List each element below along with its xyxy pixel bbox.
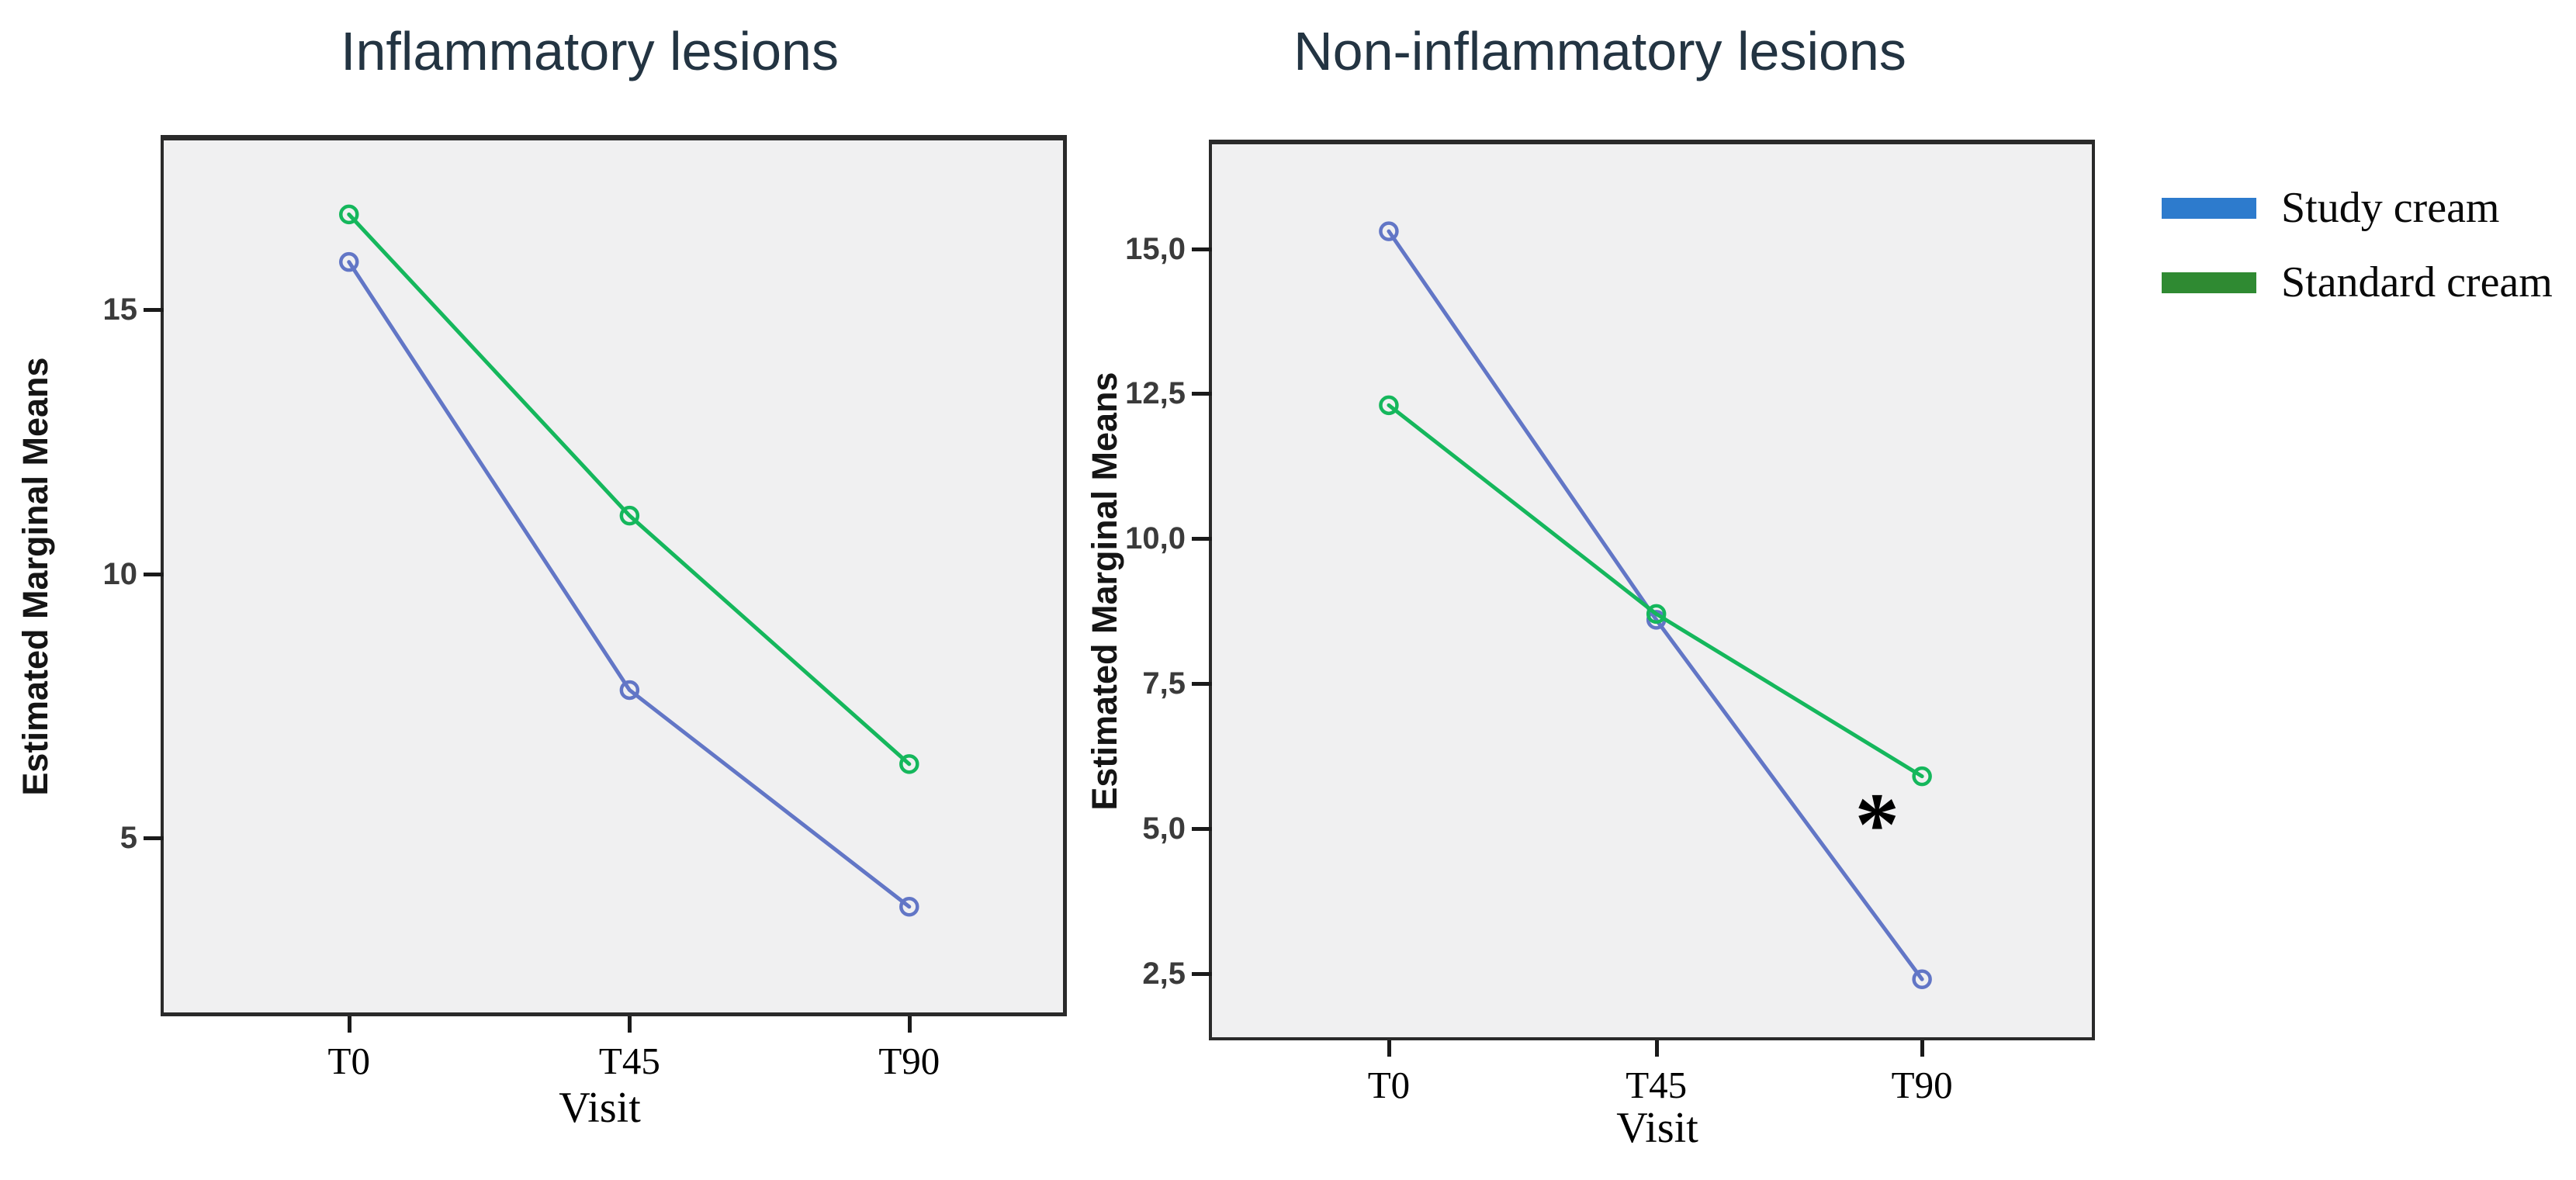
x-tick-label-t0: T0 [1367,1064,1411,1106]
x-tick-label-t45: T45 [598,1040,660,1082]
x-tick-label-t90: T90 [878,1040,940,1082]
x-tick-mark [347,1016,351,1033]
legend-label-standard-cream: Standard cream [2281,258,2553,306]
chart-title: Inflammatory lesions [341,21,839,81]
y-tick-label: 10 [102,556,138,591]
chart-title: Non-inflammatory lesions [1293,21,1906,81]
series-line-study-cream [347,260,912,909]
x-tick-label-t90: T90 [1891,1064,1953,1106]
data-point-marker-standard-cream-t45 [619,505,640,526]
x-tick-mark [907,1016,912,1033]
y-tick-mark [1192,826,1212,831]
data-point-marker-standard-cream-t0 [339,204,359,225]
x-tick-mark [1920,1040,1925,1057]
data-point-marker-study-cream-t45 [619,680,640,701]
y-axis-title: Estimated Marginal Means [1085,372,1124,811]
y-tick-label: 15 [102,292,138,327]
x-tick-mark [1387,1040,1391,1057]
x-tick-label-t0: T0 [327,1040,370,1082]
x-tick-mark [1654,1040,1659,1057]
data-point-marker-study-cream-t90 [1912,969,1932,990]
y-tick-mark [1192,247,1212,251]
series-line-study-cream [1387,229,1924,981]
y-tick-mark [1192,392,1212,396]
x-tick-mark [628,1016,632,1033]
y-tick-mark [1192,971,1212,976]
x-axis-title: Visit [1616,1104,1698,1152]
data-point-marker-study-cream-t90 [899,897,919,917]
series-line-standard-cream [1387,403,1924,779]
y-tick-label: 5 [119,821,137,856]
data-point-marker-standard-cream-t45 [1646,604,1667,625]
y-tick-label: 2,5 [1142,956,1186,991]
significance-asterisk: * [1854,774,1900,874]
y-tick-mark [144,836,164,841]
x-axis-title: Visit [559,1084,641,1132]
y-tick-label: 15,0 [1125,231,1186,266]
legend-label-study-cream: Study cream [2281,184,2500,232]
y-tick-label: 7,5 [1142,666,1186,701]
legend-swatch-study-cream [2162,197,2256,219]
data-point-marker-study-cream-t0 [1379,221,1399,241]
plot-area [1209,140,2095,1040]
y-tick-label: 12,5 [1125,376,1186,411]
series-canvas [339,204,919,917]
y-tick-mark [144,572,164,576]
series-line-standard-cream [347,212,912,766]
data-point-marker-standard-cream-t90 [899,754,919,774]
data-point-marker-study-cream-t0 [339,251,359,272]
y-tick-mark [1192,537,1212,542]
x-tick-label-t45: T45 [1626,1064,1688,1106]
y-tick-mark [144,307,164,312]
y-tick-label: 5,0 [1142,811,1186,846]
data-point-marker-standard-cream-t0 [1379,395,1399,416]
data-point-marker-standard-cream-t90 [1912,766,1932,787]
series-canvas [1379,221,1932,990]
y-tick-mark [1192,682,1212,687]
legend-swatch-standard-cream [2162,272,2256,293]
plot-area [161,135,1067,1016]
y-tick-label: 10,0 [1125,521,1186,556]
